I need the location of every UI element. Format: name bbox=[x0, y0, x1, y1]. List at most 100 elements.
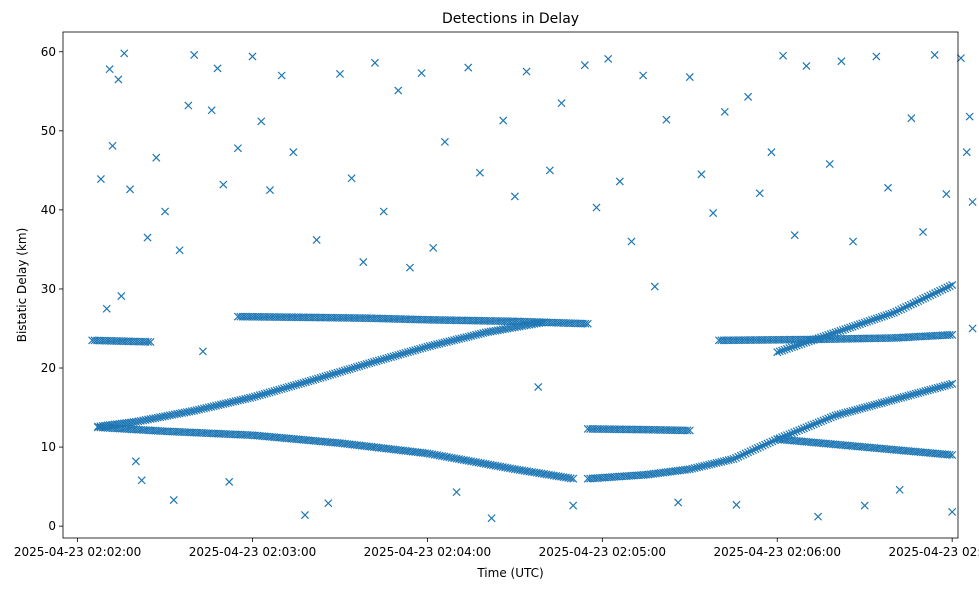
scatter-point bbox=[405, 263, 414, 272]
scatter-point bbox=[887, 396, 896, 405]
scatter-point bbox=[693, 463, 702, 472]
scatter-point bbox=[831, 328, 840, 337]
scatter-point bbox=[459, 333, 468, 342]
scatter-point bbox=[197, 405, 206, 414]
scatter-point bbox=[292, 380, 301, 389]
scatter-point bbox=[816, 417, 826, 426]
scatter-point bbox=[146, 414, 155, 424]
scatter-point bbox=[884, 183, 893, 192]
scatter-point bbox=[923, 386, 932, 395]
scatter-point bbox=[382, 354, 391, 363]
scatter-point bbox=[198, 347, 207, 356]
scatter-point bbox=[899, 392, 908, 402]
scatter-point bbox=[683, 426, 692, 435]
scatter-point bbox=[272, 386, 281, 395]
chart-title: Detections in Delay bbox=[442, 11, 579, 27]
scatter-point bbox=[134, 417, 143, 426]
scatter-point bbox=[350, 363, 359, 372]
scatter-point bbox=[836, 410, 845, 419]
scatter-point bbox=[895, 485, 904, 494]
scatter-point bbox=[720, 107, 729, 116]
scatter-point bbox=[355, 362, 364, 371]
scatter-point bbox=[137, 476, 146, 485]
scatter-point bbox=[807, 336, 816, 345]
scatter-point bbox=[756, 442, 765, 451]
scatter-point bbox=[904, 391, 913, 400]
scatter-point bbox=[389, 352, 398, 361]
scatter-point bbox=[792, 427, 801, 436]
scatter-point bbox=[855, 320, 864, 329]
scatter-point bbox=[192, 406, 201, 415]
scatter-point bbox=[169, 496, 178, 505]
scatter-point bbox=[141, 415, 150, 424]
scatter-point bbox=[863, 317, 872, 326]
scatter-point bbox=[909, 390, 918, 399]
scatter-point bbox=[748, 446, 757, 455]
scatter-point bbox=[945, 330, 954, 339]
scatter-point bbox=[161, 412, 170, 421]
scatter-point bbox=[732, 500, 741, 509]
scatter-point bbox=[146, 337, 155, 346]
scatter-point bbox=[352, 362, 361, 371]
scatter-point bbox=[948, 450, 957, 460]
scatter-point bbox=[906, 391, 915, 400]
scatter-point bbox=[452, 488, 461, 497]
scatter-point bbox=[802, 61, 811, 71]
scatter-point bbox=[724, 456, 733, 465]
scatter-point bbox=[741, 449, 750, 458]
x-tick-label: 2025-04-23 02:03:00 bbox=[189, 545, 316, 559]
scatter-point bbox=[175, 409, 184, 418]
scatter-point bbox=[241, 394, 250, 403]
y-tick-label: 30 bbox=[41, 282, 56, 296]
scatter-point bbox=[785, 344, 794, 353]
scatter-point bbox=[246, 393, 255, 402]
scatter-point bbox=[212, 401, 221, 410]
scatter-point bbox=[221, 399, 230, 408]
scatter-point bbox=[860, 403, 869, 412]
scatter-point bbox=[178, 408, 187, 418]
scatter-point bbox=[184, 101, 193, 110]
scatter-point bbox=[846, 323, 855, 332]
scatter-point bbox=[131, 457, 140, 466]
scatter-point bbox=[365, 359, 374, 368]
scatter-point bbox=[877, 312, 886, 321]
scatter-point bbox=[312, 235, 321, 244]
scatter-point bbox=[287, 382, 296, 391]
scatter-point bbox=[474, 330, 483, 339]
x-tick-label: 2025-04-23 02:06:00 bbox=[714, 545, 841, 559]
scatter-point bbox=[848, 406, 857, 415]
scatter-point bbox=[853, 321, 862, 330]
scatter-point bbox=[858, 319, 867, 328]
scatter-point bbox=[357, 361, 366, 370]
scatter-point bbox=[301, 378, 310, 387]
scatter-point bbox=[814, 334, 823, 343]
scatter-point bbox=[469, 331, 478, 340]
scatter-point bbox=[790, 231, 799, 240]
scatter-point bbox=[809, 420, 818, 429]
scatter-point bbox=[829, 412, 838, 421]
scatter-point bbox=[850, 406, 860, 415]
y-tick-label: 60 bbox=[41, 45, 56, 59]
scatter-point bbox=[416, 344, 425, 353]
scatter-point bbox=[833, 410, 843, 419]
scatter-point bbox=[139, 416, 148, 425]
scatter-point bbox=[787, 343, 796, 352]
plot-frame bbox=[62, 31, 959, 539]
y-tick-label: 0 bbox=[48, 519, 56, 533]
scatter-point bbox=[968, 197, 977, 207]
scatter-point bbox=[945, 380, 954, 389]
scatter-point bbox=[580, 61, 589, 70]
scatter-point bbox=[289, 381, 298, 390]
scatter-point bbox=[185, 407, 194, 416]
scatter-point bbox=[143, 233, 152, 242]
scatter-point bbox=[867, 316, 877, 325]
scatter-point bbox=[282, 383, 291, 392]
scatter-point bbox=[156, 413, 165, 422]
scatter-point bbox=[938, 382, 947, 391]
scatter-point bbox=[907, 114, 916, 123]
scatter-point bbox=[926, 291, 935, 300]
scatter-point bbox=[782, 344, 791, 353]
scatter-point bbox=[199, 404, 208, 413]
scatter-point bbox=[948, 280, 957, 290]
scatter-point bbox=[710, 459, 719, 468]
